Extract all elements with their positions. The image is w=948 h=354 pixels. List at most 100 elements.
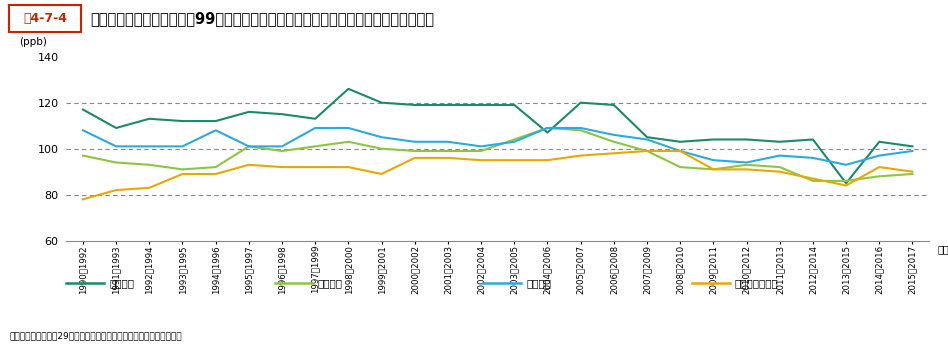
Text: ８時間値の日最高値の年間99パーセンタイル値の３年平均値の域内最高値の経年変化: ８時間値の日最高値の年間99パーセンタイル値の３年平均値の域内最高値の経年変化 bbox=[90, 11, 434, 26]
阪神地域 bbox=[475, 144, 487, 149]
福岡・山口地域 bbox=[475, 158, 487, 162]
東海地域 bbox=[309, 144, 320, 149]
福岡・山口地域 bbox=[77, 197, 89, 201]
Line: 東海地域: 東海地域 bbox=[83, 128, 912, 181]
東海地域 bbox=[641, 149, 652, 153]
阪神地域 bbox=[641, 137, 652, 142]
東海地域 bbox=[873, 174, 884, 178]
Text: （年度）: （年度） bbox=[938, 244, 948, 255]
Text: (ppb): (ppb) bbox=[19, 38, 46, 47]
福岡・山口地域 bbox=[774, 170, 785, 174]
東海地域 bbox=[110, 160, 121, 165]
福岡・山口地域 bbox=[144, 185, 155, 190]
福岡・山口地域 bbox=[542, 158, 554, 162]
福岡・山口地域 bbox=[210, 172, 222, 176]
関東地域 bbox=[873, 139, 884, 144]
東海地域 bbox=[808, 179, 819, 183]
福岡・山口地域 bbox=[309, 165, 320, 169]
Line: 阪神地域: 阪神地域 bbox=[83, 128, 912, 165]
福岡・山口地域 bbox=[873, 165, 884, 169]
関東地域 bbox=[243, 110, 254, 114]
東海地域 bbox=[276, 149, 287, 153]
東海地域 bbox=[375, 147, 387, 151]
関東地域 bbox=[906, 144, 918, 149]
関東地域 bbox=[574, 101, 586, 105]
阪神地域 bbox=[276, 144, 287, 149]
Line: 関東地域: 関東地域 bbox=[83, 89, 912, 183]
東海地域 bbox=[144, 162, 155, 167]
阪神地域 bbox=[309, 126, 320, 130]
阪神地域 bbox=[840, 162, 851, 167]
福岡・山口地域 bbox=[276, 165, 287, 169]
関東地域 bbox=[675, 139, 686, 144]
東海地域 bbox=[442, 149, 453, 153]
福岡・山口地域 bbox=[641, 149, 652, 153]
東海地域 bbox=[243, 144, 254, 149]
Text: 図4-7-4: 図4-7-4 bbox=[23, 12, 67, 25]
関東地域 bbox=[808, 137, 819, 142]
阪神地域 bbox=[243, 144, 254, 149]
阪神地域 bbox=[77, 128, 89, 132]
阪神地域 bbox=[906, 149, 918, 153]
阪神地域 bbox=[176, 144, 188, 149]
福岡・山口地域 bbox=[840, 183, 851, 188]
福岡・山口地域 bbox=[675, 149, 686, 153]
福岡・山口地域 bbox=[110, 188, 121, 192]
東海地域 bbox=[210, 165, 222, 169]
福岡・山口地域 bbox=[442, 156, 453, 160]
関東地域 bbox=[110, 126, 121, 130]
関東地域 bbox=[77, 107, 89, 112]
阪神地域 bbox=[808, 156, 819, 160]
Text: 福岡・山口地域: 福岡・山口地域 bbox=[735, 278, 778, 288]
関東地域 bbox=[210, 119, 222, 123]
福岡・山口地域 bbox=[375, 172, 387, 176]
東海地域 bbox=[77, 154, 89, 158]
阪神地域 bbox=[442, 139, 453, 144]
関東地域 bbox=[176, 119, 188, 123]
関東地域 bbox=[375, 101, 387, 105]
関東地域 bbox=[641, 135, 652, 139]
阪神地域 bbox=[574, 126, 586, 130]
東海地域 bbox=[176, 167, 188, 171]
関東地域 bbox=[508, 103, 520, 107]
関東地域 bbox=[475, 103, 487, 107]
東海地域 bbox=[609, 139, 620, 144]
東海地域 bbox=[741, 162, 753, 167]
福岡・山口地域 bbox=[409, 156, 420, 160]
関東地域 bbox=[144, 116, 155, 121]
関東地域 bbox=[276, 112, 287, 116]
関東地域 bbox=[342, 87, 354, 91]
福岡・山口地域 bbox=[707, 167, 719, 171]
阪神地域 bbox=[144, 144, 155, 149]
Text: 阪神地域: 阪神地域 bbox=[526, 278, 551, 288]
福岡・山口地域 bbox=[176, 172, 188, 176]
Line: 福岡・山口地域: 福岡・山口地域 bbox=[83, 151, 912, 199]
阪神地域 bbox=[110, 144, 121, 149]
関東地域 bbox=[707, 137, 719, 142]
阪神地域 bbox=[542, 126, 554, 130]
阪神地域 bbox=[774, 154, 785, 158]
阪神地域 bbox=[675, 149, 686, 153]
福岡・山口地域 bbox=[574, 154, 586, 158]
関東地域 bbox=[409, 103, 420, 107]
阪神地域 bbox=[707, 158, 719, 162]
Text: 関東地域: 関東地域 bbox=[109, 278, 134, 288]
Text: 資料：環境省「平成29年度大気汚染状況について（報道発表資料）」: 資料：環境省「平成29年度大気汚染状況について（報道発表資料）」 bbox=[9, 331, 182, 340]
東海地域 bbox=[840, 179, 851, 183]
東海地域 bbox=[574, 128, 586, 132]
福岡・山口地域 bbox=[243, 162, 254, 167]
東海地域 bbox=[508, 137, 520, 142]
関東地域 bbox=[309, 116, 320, 121]
関東地域 bbox=[542, 130, 554, 135]
阪神地域 bbox=[342, 126, 354, 130]
阪神地域 bbox=[741, 160, 753, 165]
東海地域 bbox=[707, 167, 719, 171]
関東地域 bbox=[840, 181, 851, 185]
福岡・山口地域 bbox=[906, 170, 918, 174]
福岡・山口地域 bbox=[342, 165, 354, 169]
関東地域 bbox=[442, 103, 453, 107]
阪神地域 bbox=[409, 139, 420, 144]
東海地域 bbox=[409, 149, 420, 153]
東海地域 bbox=[342, 139, 354, 144]
阪神地域 bbox=[873, 154, 884, 158]
